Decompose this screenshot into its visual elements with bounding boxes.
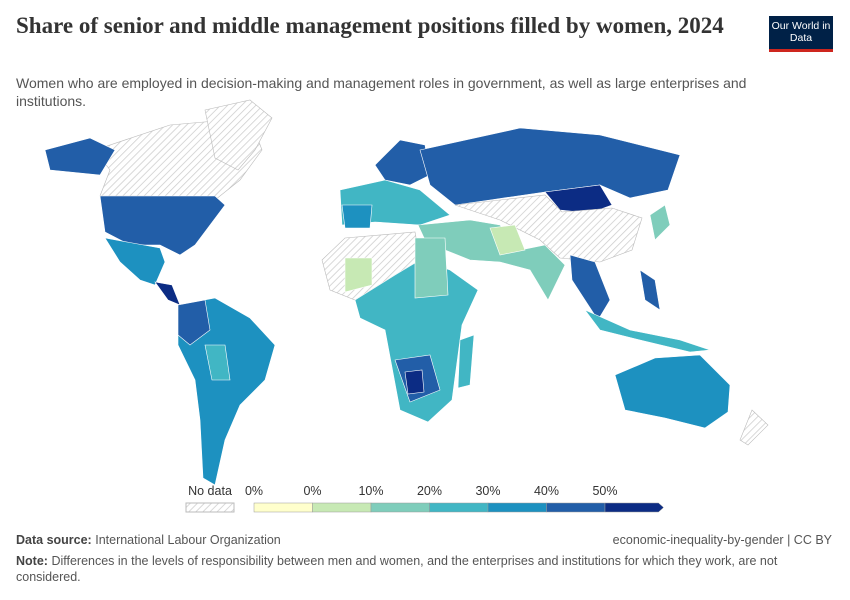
legend-label: 40% xyxy=(534,484,559,498)
legend-bin xyxy=(253,502,313,513)
region xyxy=(344,257,373,293)
logo[interactable]: Our World in Data xyxy=(769,16,833,52)
region xyxy=(404,369,425,395)
map: No data 0% 0% 10% 20% 30% 40% 50% xyxy=(44,99,769,513)
region xyxy=(204,344,231,381)
region xyxy=(44,137,116,176)
legend-label: 50% xyxy=(592,484,617,498)
title: Share of senior and middle management po… xyxy=(16,13,724,38)
note: Note: Differences in the levels of respo… xyxy=(16,553,816,585)
region xyxy=(177,297,276,486)
region xyxy=(99,195,226,256)
region xyxy=(419,127,681,206)
region xyxy=(454,194,643,263)
legend-no-data-swatch xyxy=(185,502,235,513)
region xyxy=(341,204,373,229)
note-label: Note: xyxy=(16,554,48,568)
url-license[interactable]: economic-inequality-by-gender | CC BY xyxy=(612,533,832,547)
region xyxy=(639,269,661,311)
region xyxy=(414,237,449,299)
region xyxy=(154,281,181,306)
legend-bin xyxy=(312,502,372,513)
legend: No data 0% 0% 10% 20% 30% 40% 50% xyxy=(185,484,664,513)
legend-label: 10% xyxy=(358,484,383,498)
region xyxy=(104,237,166,286)
legend-bin xyxy=(604,502,664,513)
source-label: Data source: xyxy=(16,533,92,547)
region xyxy=(584,309,711,353)
region xyxy=(374,139,431,186)
legend-label: 30% xyxy=(475,484,500,498)
legend-bin xyxy=(429,502,489,513)
countries xyxy=(44,99,769,486)
region xyxy=(739,409,769,446)
region xyxy=(177,299,211,346)
source: Data source: International Labour Organi… xyxy=(16,533,281,547)
source-text: International Labour Organization xyxy=(95,533,281,547)
legend-bin xyxy=(370,502,430,513)
legend-label: 0% xyxy=(245,484,263,498)
region xyxy=(649,204,671,241)
legend-label: 20% xyxy=(417,484,442,498)
region xyxy=(204,99,273,171)
legend-no-data-label: No data xyxy=(188,484,232,498)
region xyxy=(614,354,731,429)
region xyxy=(457,334,475,389)
legend-bin xyxy=(546,502,606,513)
legend-label: 0% xyxy=(303,484,321,498)
note-text: Differences in the levels of responsibil… xyxy=(16,554,778,584)
region xyxy=(569,254,611,321)
region xyxy=(489,224,526,256)
subtitle: Women who are employed in decision-makin… xyxy=(16,75,747,109)
legend-bin xyxy=(487,502,547,513)
